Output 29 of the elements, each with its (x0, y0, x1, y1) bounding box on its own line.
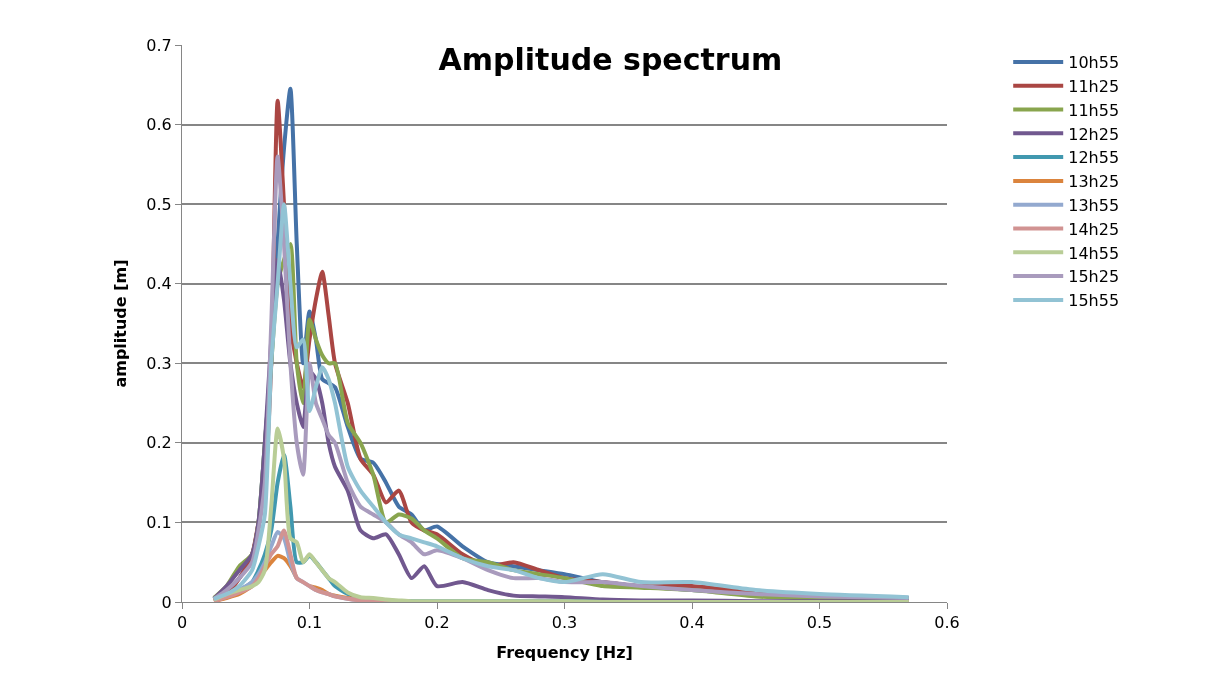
y-tick-label: 0.3 (146, 353, 172, 373)
y-axis-title: amplitude [m] (111, 259, 131, 388)
chart-title: Amplitude spectrum (438, 42, 783, 77)
x-tick-label: 0 (176, 613, 188, 633)
x-tick-label: 0.3 (551, 613, 578, 633)
legend-label: 14h25 (1068, 219, 1120, 239)
y-tick-label: 0.5 (146, 194, 172, 214)
x-axis-title: Frequency [Hz] (496, 642, 633, 662)
legend-label: 15h25 (1068, 267, 1120, 287)
y-tick-label: 0.1 (146, 513, 172, 533)
legend-label: 12h25 (1068, 124, 1120, 144)
legend-label: 11h55 (1068, 100, 1120, 120)
y-tick-label: 0.7 (146, 35, 172, 55)
x-tick-label: 0.4 (679, 613, 705, 633)
legend-label: 13h25 (1068, 172, 1120, 192)
x-tick-label: 0.6 (934, 613, 960, 633)
legend-label: 10h55 (1068, 53, 1120, 73)
legend-label: 14h55 (1068, 243, 1120, 263)
x-tick-label: 0.5 (806, 613, 833, 633)
y-tick-label: 0.2 (146, 433, 172, 453)
y-tick-label: 0 (161, 592, 172, 612)
y-tick-label: 0.4 (146, 274, 172, 294)
legend-label: 12h55 (1068, 148, 1120, 168)
y-tick-label: 0.6 (146, 115, 172, 135)
x-tick-label: 0.2 (424, 613, 450, 633)
legend-label: 15h55 (1068, 291, 1120, 311)
x-tick-label: 0.1 (296, 613, 323, 633)
legend-label: 11h25 (1068, 76, 1120, 96)
legend-label: 13h55 (1068, 195, 1120, 215)
